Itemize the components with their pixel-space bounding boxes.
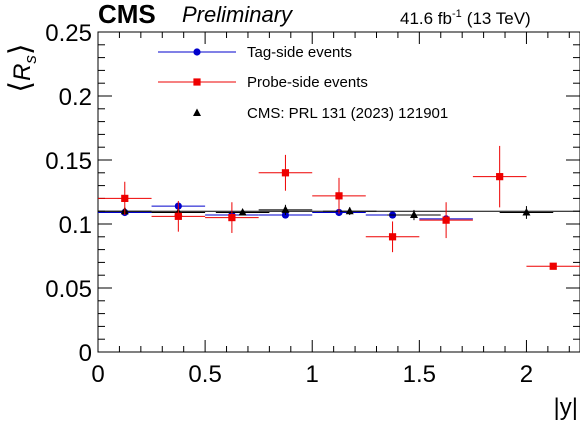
y-tick-label: 0.2 [59,84,92,111]
plot-frame [97,31,580,353]
x-tick-label: 1.5 [403,361,436,388]
probe-data-point [442,216,450,224]
probe-data-point [174,212,182,220]
energy-label: (13 TeV) [467,9,531,28]
x-tick-label: 1 [306,361,319,388]
probe-data-point [228,214,236,222]
x-axis-label: |y| [554,394,578,421]
probe-data-point [121,194,129,202]
reference-data-point [281,205,290,213]
legend-marker-reference [193,108,201,116]
status-label: Preliminary [182,2,294,27]
lumi-value: 41.6 fb [400,9,452,28]
probe-data-point [335,192,343,200]
axes-layer: 0 0.5 1 1.5 2 0 0.05 0.1 0.15 0.2 0.25 [45,20,580,388]
y-tick-label: 0.15 [45,148,92,175]
legend-label-reference: CMS: PRL 131 (2023) 121901 [247,105,448,122]
experiment-label: CMS [98,0,156,29]
legend: Tag-side events Probe-side events CMS: PRL… [158,44,448,122]
y-tick-label: 0.25 [45,20,92,47]
reference-data-point [409,210,418,219]
probe-data-point [549,262,557,270]
series-probe [98,145,580,270]
series-reference [98,204,554,221]
x-tick-label: 0.5 [188,361,221,388]
y-axis-label: ⟨Rs⟩ [4,43,40,92]
probe-data-point [388,233,397,241]
probe-data-point [496,173,504,181]
lumi-exponent: -1 [452,8,462,20]
legend-marker-tag [193,48,201,56]
reference-data-point [522,207,531,216]
legend-marker-probe [193,78,201,86]
probe-data-point [281,169,290,177]
data-layer [98,145,580,270]
reference-data-point [345,206,354,215]
luminosity-label: 41.6 fb-1 (13 TeV) [400,8,531,28]
y-tick-label: 0 [79,340,92,367]
legend-label-tag: Tag-side events [247,44,352,61]
y-axis-label-group: ⟨Rs⟩ [4,43,40,92]
x-tick-label: 0 [91,361,104,388]
legend-label-probe: Probe-side events [247,74,368,91]
x-tick-label: 2 [520,361,533,388]
reference-data-point [238,207,247,216]
y-tick-label: 0.05 [45,276,92,303]
y-tick-label: 0.1 [59,212,92,239]
